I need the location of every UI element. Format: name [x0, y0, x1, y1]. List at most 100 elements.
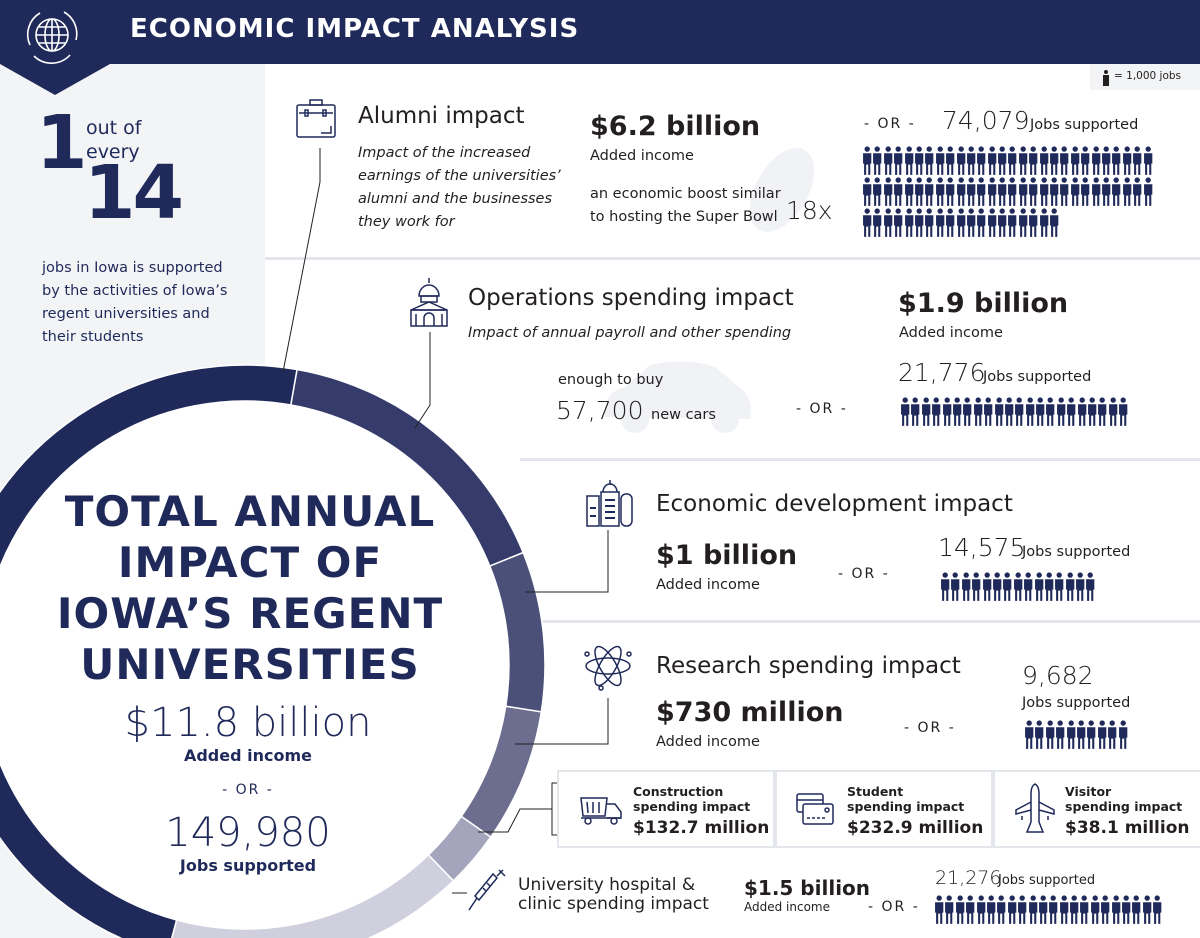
text-line: alumni and the businesses	[358, 191, 553, 207]
card-value: $38.1 million	[1065, 818, 1190, 838]
person-icon	[966, 177, 976, 206]
credit-card-icon	[796, 793, 834, 825]
person-icon	[1059, 895, 1069, 924]
title-line: IOWA’S REGENT	[56, 589, 444, 638]
person-icon	[998, 208, 1007, 237]
person-icon	[935, 177, 945, 206]
person-icon	[1081, 146, 1090, 175]
text-line: earnings of the universities’	[358, 168, 561, 184]
person-icon	[946, 208, 955, 237]
globe-cycle-icon	[0, 0, 110, 95]
legend: = 1,000 jobs	[1090, 64, 1200, 90]
person-icon	[873, 208, 882, 237]
hospital-jobs-pictogram	[934, 895, 1200, 926]
person-icon	[1004, 397, 1014, 426]
person-icon	[1050, 177, 1059, 206]
person-icon	[1081, 177, 1090, 206]
research-jobs: 9,682	[1022, 661, 1094, 690]
person-icon	[883, 208, 893, 237]
capitol-building-icon	[410, 278, 448, 327]
text-line: Construction	[633, 784, 724, 799]
person-icon	[1077, 720, 1086, 749]
person-icon	[956, 208, 965, 237]
person-icon	[984, 397, 993, 426]
text-line: clinic spending impact	[518, 894, 709, 914]
research-or: - OR -	[904, 720, 956, 736]
person-icon	[1067, 397, 1076, 426]
person-icon	[966, 208, 976, 237]
alumni-jobs: 74,079	[942, 106, 1030, 135]
person-icon	[1039, 146, 1048, 175]
operations-income: $1.9 billion	[898, 288, 1069, 319]
briefcase-icon	[296, 99, 336, 138]
person-icon	[904, 208, 913, 237]
person-icon	[976, 895, 985, 924]
person-icon	[1060, 177, 1069, 206]
person-icon	[977, 208, 986, 237]
person-icon	[1070, 895, 1079, 924]
person-icon	[1024, 572, 1033, 601]
person-icon	[873, 177, 882, 206]
card-title: Visitor spending impact	[1065, 784, 1182, 814]
person-icon	[911, 397, 920, 426]
person-icon	[1025, 720, 1034, 749]
person-icon	[1119, 397, 1128, 426]
person-icon	[998, 177, 1007, 206]
person-icon	[1132, 895, 1141, 924]
person-icon	[1153, 895, 1162, 924]
person-icon	[935, 208, 945, 237]
person-icon	[1101, 895, 1110, 924]
person-icon	[941, 572, 950, 601]
person-icon	[925, 208, 934, 237]
text-line: Student	[847, 784, 904, 799]
person-icon	[873, 146, 882, 175]
hospital-income-label: Added income	[744, 900, 830, 914]
person-icon	[1088, 397, 1097, 426]
research-title: Research spending impact	[656, 653, 961, 679]
person-icon	[942, 397, 951, 426]
econdev-jobs-pictogram	[940, 572, 1120, 603]
person-icon	[1018, 146, 1028, 175]
syringe-icon	[468, 869, 506, 911]
text-line: by the activities of Iowa’s	[42, 283, 228, 299]
person-icon	[1111, 895, 1120, 924]
person-icon	[1050, 208, 1059, 237]
hospital-jobs-label: Jobs supported	[998, 873, 1096, 888]
person-icon	[1007, 895, 1017, 924]
person-icon	[946, 177, 955, 206]
person-icon	[977, 177, 986, 206]
hospital-income: $1.5 billion	[744, 876, 871, 900]
hospital-title: University hospital & clinic spending imp…	[518, 876, 709, 914]
operations-compare-value: 57,700	[556, 396, 644, 425]
econdev-income: $1 billion	[656, 540, 798, 571]
person-icon	[1029, 208, 1038, 237]
research-jobs-label: Jobs supported	[1022, 695, 1131, 711]
operations-compare-intro: enough to buy	[558, 372, 664, 388]
person-icon	[1018, 895, 1027, 924]
hospital-jobs: 21,276	[935, 867, 1002, 889]
person-icon	[1118, 720, 1127, 749]
person-icon	[1103, 70, 1109, 86]
person-icon	[953, 397, 962, 426]
person-icon	[1060, 146, 1069, 175]
person-icon	[1039, 177, 1048, 206]
stat-out-of: out of	[86, 117, 142, 139]
person-icon	[1077, 397, 1086, 426]
person-icon	[1003, 572, 1012, 601]
person-icon	[1049, 895, 1058, 924]
person-icon	[1122, 146, 1132, 175]
donut-segment-navy	[0, 364, 298, 938]
person-icon	[1028, 895, 1037, 924]
person-icon	[1143, 177, 1152, 206]
person-icon	[935, 146, 945, 175]
person-icon	[987, 177, 997, 206]
person-icon	[956, 146, 965, 175]
person-icon	[1036, 397, 1045, 426]
person-icon	[1013, 572, 1023, 601]
person-icon	[982, 572, 991, 601]
person-icon	[915, 146, 924, 175]
person-icon	[1087, 720, 1096, 749]
alumni-description: Impact of the increased earnings of the u…	[358, 142, 561, 234]
stat-every: every	[86, 141, 140, 163]
operations-jobs-label: Jobs supported	[983, 369, 1092, 385]
